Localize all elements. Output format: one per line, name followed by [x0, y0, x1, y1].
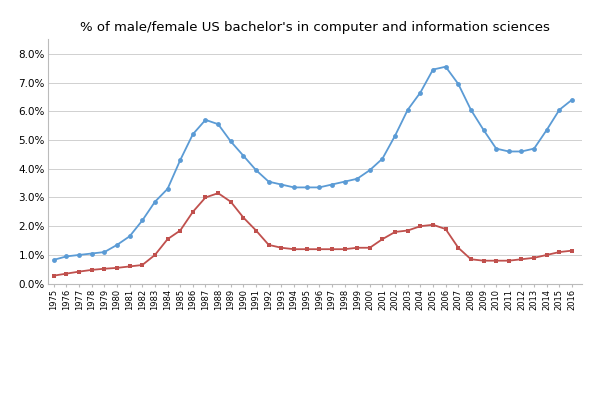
- men: [379, 156, 386, 161]
- men: [151, 199, 159, 204]
- men: [164, 186, 171, 191]
- women: [404, 228, 411, 233]
- men: [214, 122, 222, 126]
- men: [88, 251, 95, 256]
- women: [151, 253, 159, 257]
- men: [328, 182, 336, 187]
- men: [240, 153, 247, 158]
- men: [417, 90, 424, 95]
- women: [391, 230, 399, 234]
- women: [568, 248, 576, 253]
- men: [126, 234, 133, 239]
- women: [328, 247, 336, 251]
- women: [290, 247, 298, 251]
- men: [303, 185, 310, 190]
- men: [189, 132, 197, 137]
- men: [530, 146, 538, 151]
- women: [518, 257, 525, 262]
- women: [240, 215, 247, 220]
- women: [442, 227, 449, 231]
- women: [88, 268, 95, 272]
- women: [189, 210, 197, 214]
- men: [290, 185, 298, 190]
- men: [113, 243, 121, 247]
- women: [467, 257, 475, 262]
- women: [530, 255, 538, 260]
- men: [341, 179, 348, 184]
- women: [366, 245, 374, 250]
- men: [252, 168, 260, 173]
- men: [454, 82, 462, 86]
- women: [353, 245, 361, 250]
- men: [467, 108, 475, 112]
- women: [265, 243, 272, 247]
- women: [303, 247, 310, 251]
- men: [492, 146, 500, 151]
- women: [164, 237, 171, 242]
- women: [505, 258, 513, 263]
- women: [214, 191, 222, 195]
- women: [228, 199, 235, 204]
- men: [568, 97, 576, 102]
- women: [252, 228, 260, 233]
- men: [366, 168, 374, 173]
- men: [75, 253, 83, 257]
- men: [518, 149, 525, 154]
- women: [417, 224, 424, 229]
- women: [126, 264, 133, 269]
- men: [278, 182, 285, 187]
- men: [63, 254, 70, 259]
- men: [505, 149, 513, 154]
- men: [429, 67, 437, 72]
- women: [492, 258, 500, 263]
- women: [139, 263, 146, 268]
- women: [429, 222, 437, 227]
- women: [202, 195, 209, 200]
- men: [353, 177, 361, 181]
- men: [543, 128, 550, 132]
- men: [139, 218, 146, 223]
- women: [341, 247, 348, 251]
- men: [391, 133, 399, 138]
- Line: men: men: [52, 64, 574, 262]
- women: [315, 247, 323, 251]
- men: [556, 108, 563, 112]
- men: [315, 185, 323, 190]
- Title: % of male/female US bachelor's in computer and information sciences: % of male/female US bachelor's in comput…: [80, 21, 550, 34]
- women: [101, 266, 108, 271]
- men: [442, 64, 449, 69]
- women: [480, 258, 487, 263]
- women: [379, 237, 386, 242]
- women: [454, 245, 462, 250]
- men: [202, 117, 209, 122]
- women: [63, 271, 70, 276]
- women: [176, 228, 184, 233]
- men: [101, 250, 108, 255]
- men: [480, 128, 487, 132]
- men: [50, 257, 58, 262]
- women: [556, 250, 563, 255]
- women: [113, 266, 121, 270]
- men: [228, 139, 235, 144]
- men: [265, 179, 272, 184]
- Line: women: women: [52, 191, 574, 278]
- women: [75, 269, 83, 274]
- women: [543, 253, 550, 257]
- women: [50, 273, 58, 278]
- men: [404, 108, 411, 112]
- men: [176, 158, 184, 162]
- women: [278, 245, 285, 250]
